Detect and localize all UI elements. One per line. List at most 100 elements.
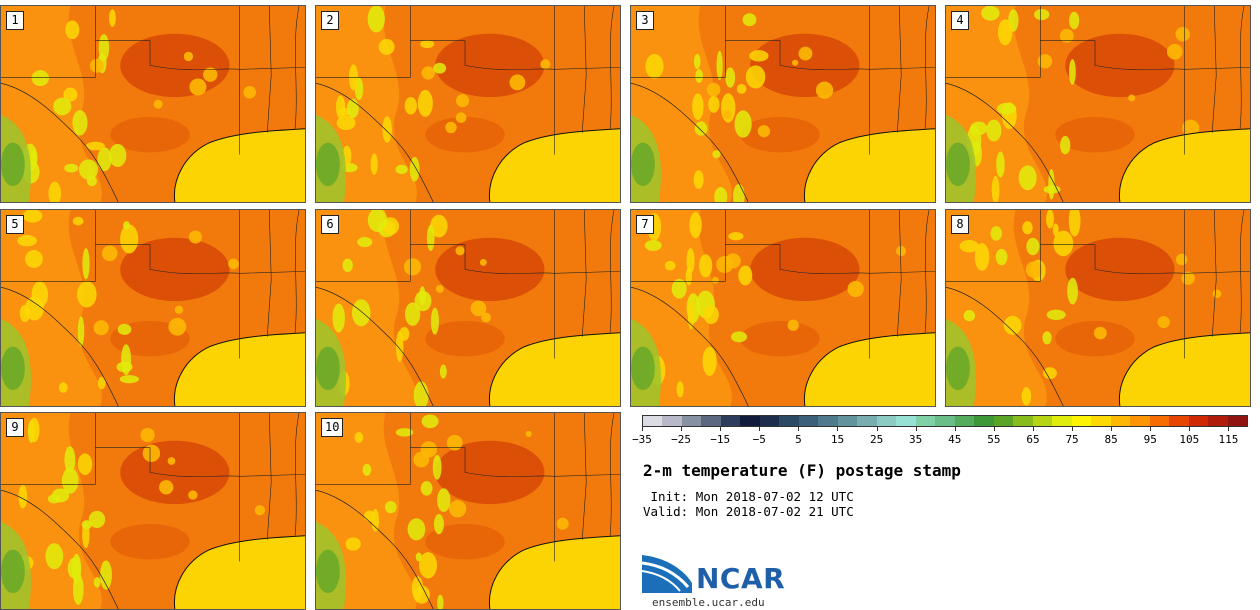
storm-cell bbox=[1166, 43, 1183, 60]
colorbar-tick-label: 75 bbox=[1065, 433, 1079, 446]
storm-cell bbox=[1037, 54, 1053, 69]
river-border bbox=[1239, 210, 1245, 333]
cool-spot bbox=[371, 508, 380, 532]
site-url[interactable]: ensemble.ucar.edu bbox=[652, 596, 765, 609]
storm-cell bbox=[722, 109, 732, 119]
colorbar-swatch bbox=[1149, 416, 1170, 426]
cool-spot bbox=[351, 299, 371, 327]
cool-spot bbox=[1034, 8, 1050, 21]
member-panel-1[interactable]: 1 bbox=[0, 5, 306, 203]
cool-spot bbox=[53, 97, 72, 116]
state-border bbox=[946, 6, 1041, 78]
rio-grande-border bbox=[1, 489, 119, 609]
cool-spot bbox=[19, 304, 31, 323]
storm-cell bbox=[757, 125, 771, 138]
storm-cell bbox=[481, 312, 491, 323]
cool-spot bbox=[963, 310, 976, 322]
cool-spot bbox=[367, 210, 388, 233]
member-panel-3[interactable]: 3 bbox=[630, 5, 936, 203]
cool-spot bbox=[959, 239, 979, 253]
hot-region bbox=[425, 320, 505, 357]
state-border bbox=[896, 210, 902, 337]
cool-spot bbox=[47, 494, 61, 504]
gulf-of-mexico bbox=[804, 332, 935, 406]
storm-cell bbox=[456, 94, 470, 108]
storm-cell bbox=[1093, 326, 1107, 340]
cool-spot bbox=[703, 305, 719, 325]
highland-cool-region bbox=[1, 549, 25, 594]
member-panel-6[interactable]: 6 bbox=[315, 209, 621, 407]
state-border bbox=[239, 271, 305, 274]
temperature-map bbox=[316, 6, 620, 202]
cool-spot bbox=[426, 224, 435, 252]
colorbar-swatch bbox=[1188, 416, 1209, 426]
state-border bbox=[581, 413, 587, 540]
colorbar-swatch bbox=[857, 416, 877, 426]
highland-cool-region bbox=[316, 346, 340, 391]
cool-spot bbox=[77, 453, 93, 476]
cool-spot bbox=[417, 89, 433, 117]
colorbar-swatch bbox=[779, 416, 799, 426]
storm-cell bbox=[448, 500, 467, 518]
state-border bbox=[1184, 67, 1250, 70]
cool-spot bbox=[1068, 210, 1081, 237]
cool-spot bbox=[45, 543, 64, 570]
cool-spot bbox=[420, 481, 433, 496]
member-panel-10[interactable]: 10 bbox=[315, 412, 621, 610]
colorbar-swatch bbox=[759, 416, 780, 426]
rio-grande-border bbox=[631, 82, 749, 202]
cool-spot bbox=[395, 428, 414, 437]
storm-cell bbox=[787, 319, 799, 331]
cool-spot bbox=[728, 232, 744, 241]
cool-spot bbox=[995, 248, 1008, 266]
gulf-of-mexico bbox=[489, 128, 620, 202]
cool-spot bbox=[689, 212, 702, 239]
colorbar-swatch bbox=[740, 416, 760, 426]
colorbar-swatch bbox=[662, 416, 682, 426]
gulf-of-mexico bbox=[174, 535, 305, 609]
highland-cool-region bbox=[316, 549, 340, 594]
cool-spot bbox=[996, 102, 1017, 115]
state-border bbox=[239, 474, 305, 477]
hot-region bbox=[425, 523, 505, 560]
storm-cell bbox=[792, 59, 799, 66]
member-panel-2[interactable]: 2 bbox=[315, 5, 621, 203]
colorbar-tick bbox=[1150, 427, 1152, 431]
cool-spot bbox=[378, 38, 395, 55]
cool-spot bbox=[395, 164, 408, 175]
coastline bbox=[488, 128, 620, 202]
member-panel-9[interactable]: 9 bbox=[0, 412, 306, 610]
cool-spot bbox=[404, 302, 421, 326]
storm-cell bbox=[183, 51, 194, 62]
river-border bbox=[609, 210, 615, 333]
cool-spot bbox=[64, 163, 79, 173]
member-panel-4[interactable]: 4 bbox=[945, 5, 1251, 203]
hot-region bbox=[1055, 320, 1135, 357]
river-border bbox=[924, 210, 930, 333]
cool-spot bbox=[22, 210, 43, 223]
cool-spot bbox=[734, 110, 752, 138]
member-panel-7[interactable]: 7 bbox=[630, 209, 936, 407]
plot-title: 2-m temperature (F) postage stamp bbox=[643, 461, 961, 480]
coastline bbox=[803, 128, 935, 202]
hot-region bbox=[120, 33, 230, 98]
state-border bbox=[316, 6, 411, 78]
member-panel-5[interactable]: 5 bbox=[0, 209, 306, 407]
cool-spot bbox=[93, 577, 101, 588]
storm-cell bbox=[1181, 271, 1195, 285]
cool-spot bbox=[997, 19, 1013, 46]
cool-spot bbox=[645, 53, 664, 79]
member-number-label: 8 bbox=[951, 215, 969, 234]
member-panel-8[interactable]: 8 bbox=[945, 209, 1251, 407]
gulf-of-mexico bbox=[489, 535, 620, 609]
temperature-map bbox=[316, 210, 620, 406]
cool-spot bbox=[439, 364, 447, 379]
cool-spot bbox=[354, 432, 364, 443]
cool-spot bbox=[693, 53, 701, 70]
cool-spot bbox=[421, 414, 439, 429]
storm-cell bbox=[455, 246, 465, 256]
cool-spot bbox=[362, 463, 372, 476]
cool-spot bbox=[48, 181, 62, 202]
storm-cell bbox=[455, 112, 467, 124]
storm-cell bbox=[203, 67, 218, 82]
